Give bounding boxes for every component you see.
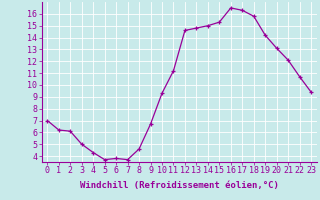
X-axis label: Windchill (Refroidissement éolien,°C): Windchill (Refroidissement éolien,°C) [80,181,279,190]
